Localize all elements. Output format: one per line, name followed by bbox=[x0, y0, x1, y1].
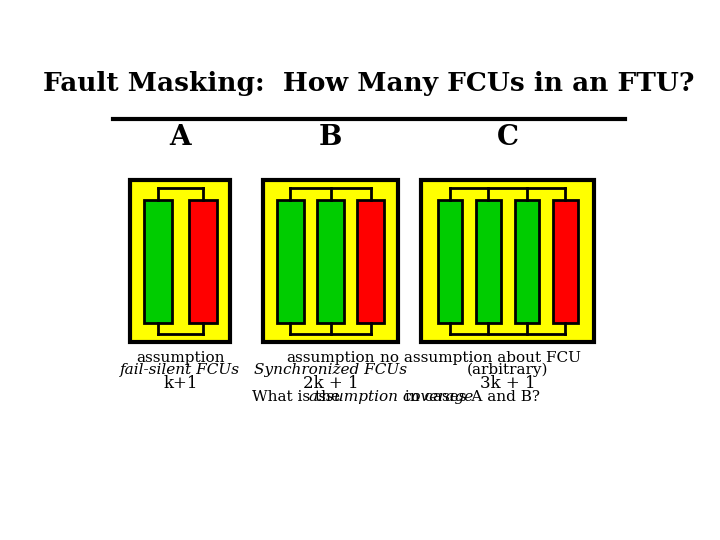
Bar bbox=[515, 200, 539, 323]
Text: fail-silent FCUs: fail-silent FCUs bbox=[120, 363, 240, 377]
Text: C: C bbox=[497, 124, 518, 151]
Text: (arbitrary): (arbitrary) bbox=[467, 363, 549, 377]
Text: A: A bbox=[169, 124, 192, 151]
Text: in cases A and B?: in cases A and B? bbox=[400, 390, 540, 404]
Text: Fault Masking:  How Many FCUs in an FTU?: Fault Masking: How Many FCUs in an FTU? bbox=[43, 71, 695, 96]
Bar bbox=[144, 200, 172, 323]
Text: no assumption about FCU: no assumption about FCU bbox=[380, 351, 581, 365]
Bar bbox=[476, 200, 500, 323]
Bar bbox=[276, 200, 305, 323]
Text: B: B bbox=[319, 124, 342, 151]
Bar bbox=[263, 180, 398, 342]
Text: assumption: assumption bbox=[287, 351, 374, 365]
Bar bbox=[421, 180, 594, 342]
Text: 2k + 1: 2k + 1 bbox=[302, 375, 359, 392]
Bar bbox=[553, 200, 577, 323]
Bar bbox=[189, 200, 217, 323]
Text: What is the: What is the bbox=[252, 390, 345, 404]
Bar bbox=[130, 180, 230, 342]
Bar bbox=[438, 200, 462, 323]
Text: assumption: assumption bbox=[136, 351, 225, 365]
Bar bbox=[356, 200, 384, 323]
Text: Synchronized FCUs: Synchronized FCUs bbox=[254, 363, 407, 377]
Text: 3k + 1: 3k + 1 bbox=[480, 375, 536, 392]
Text: k+1: k+1 bbox=[163, 375, 197, 392]
Bar bbox=[317, 200, 344, 323]
Text: assumption coverage: assumption coverage bbox=[310, 390, 474, 404]
